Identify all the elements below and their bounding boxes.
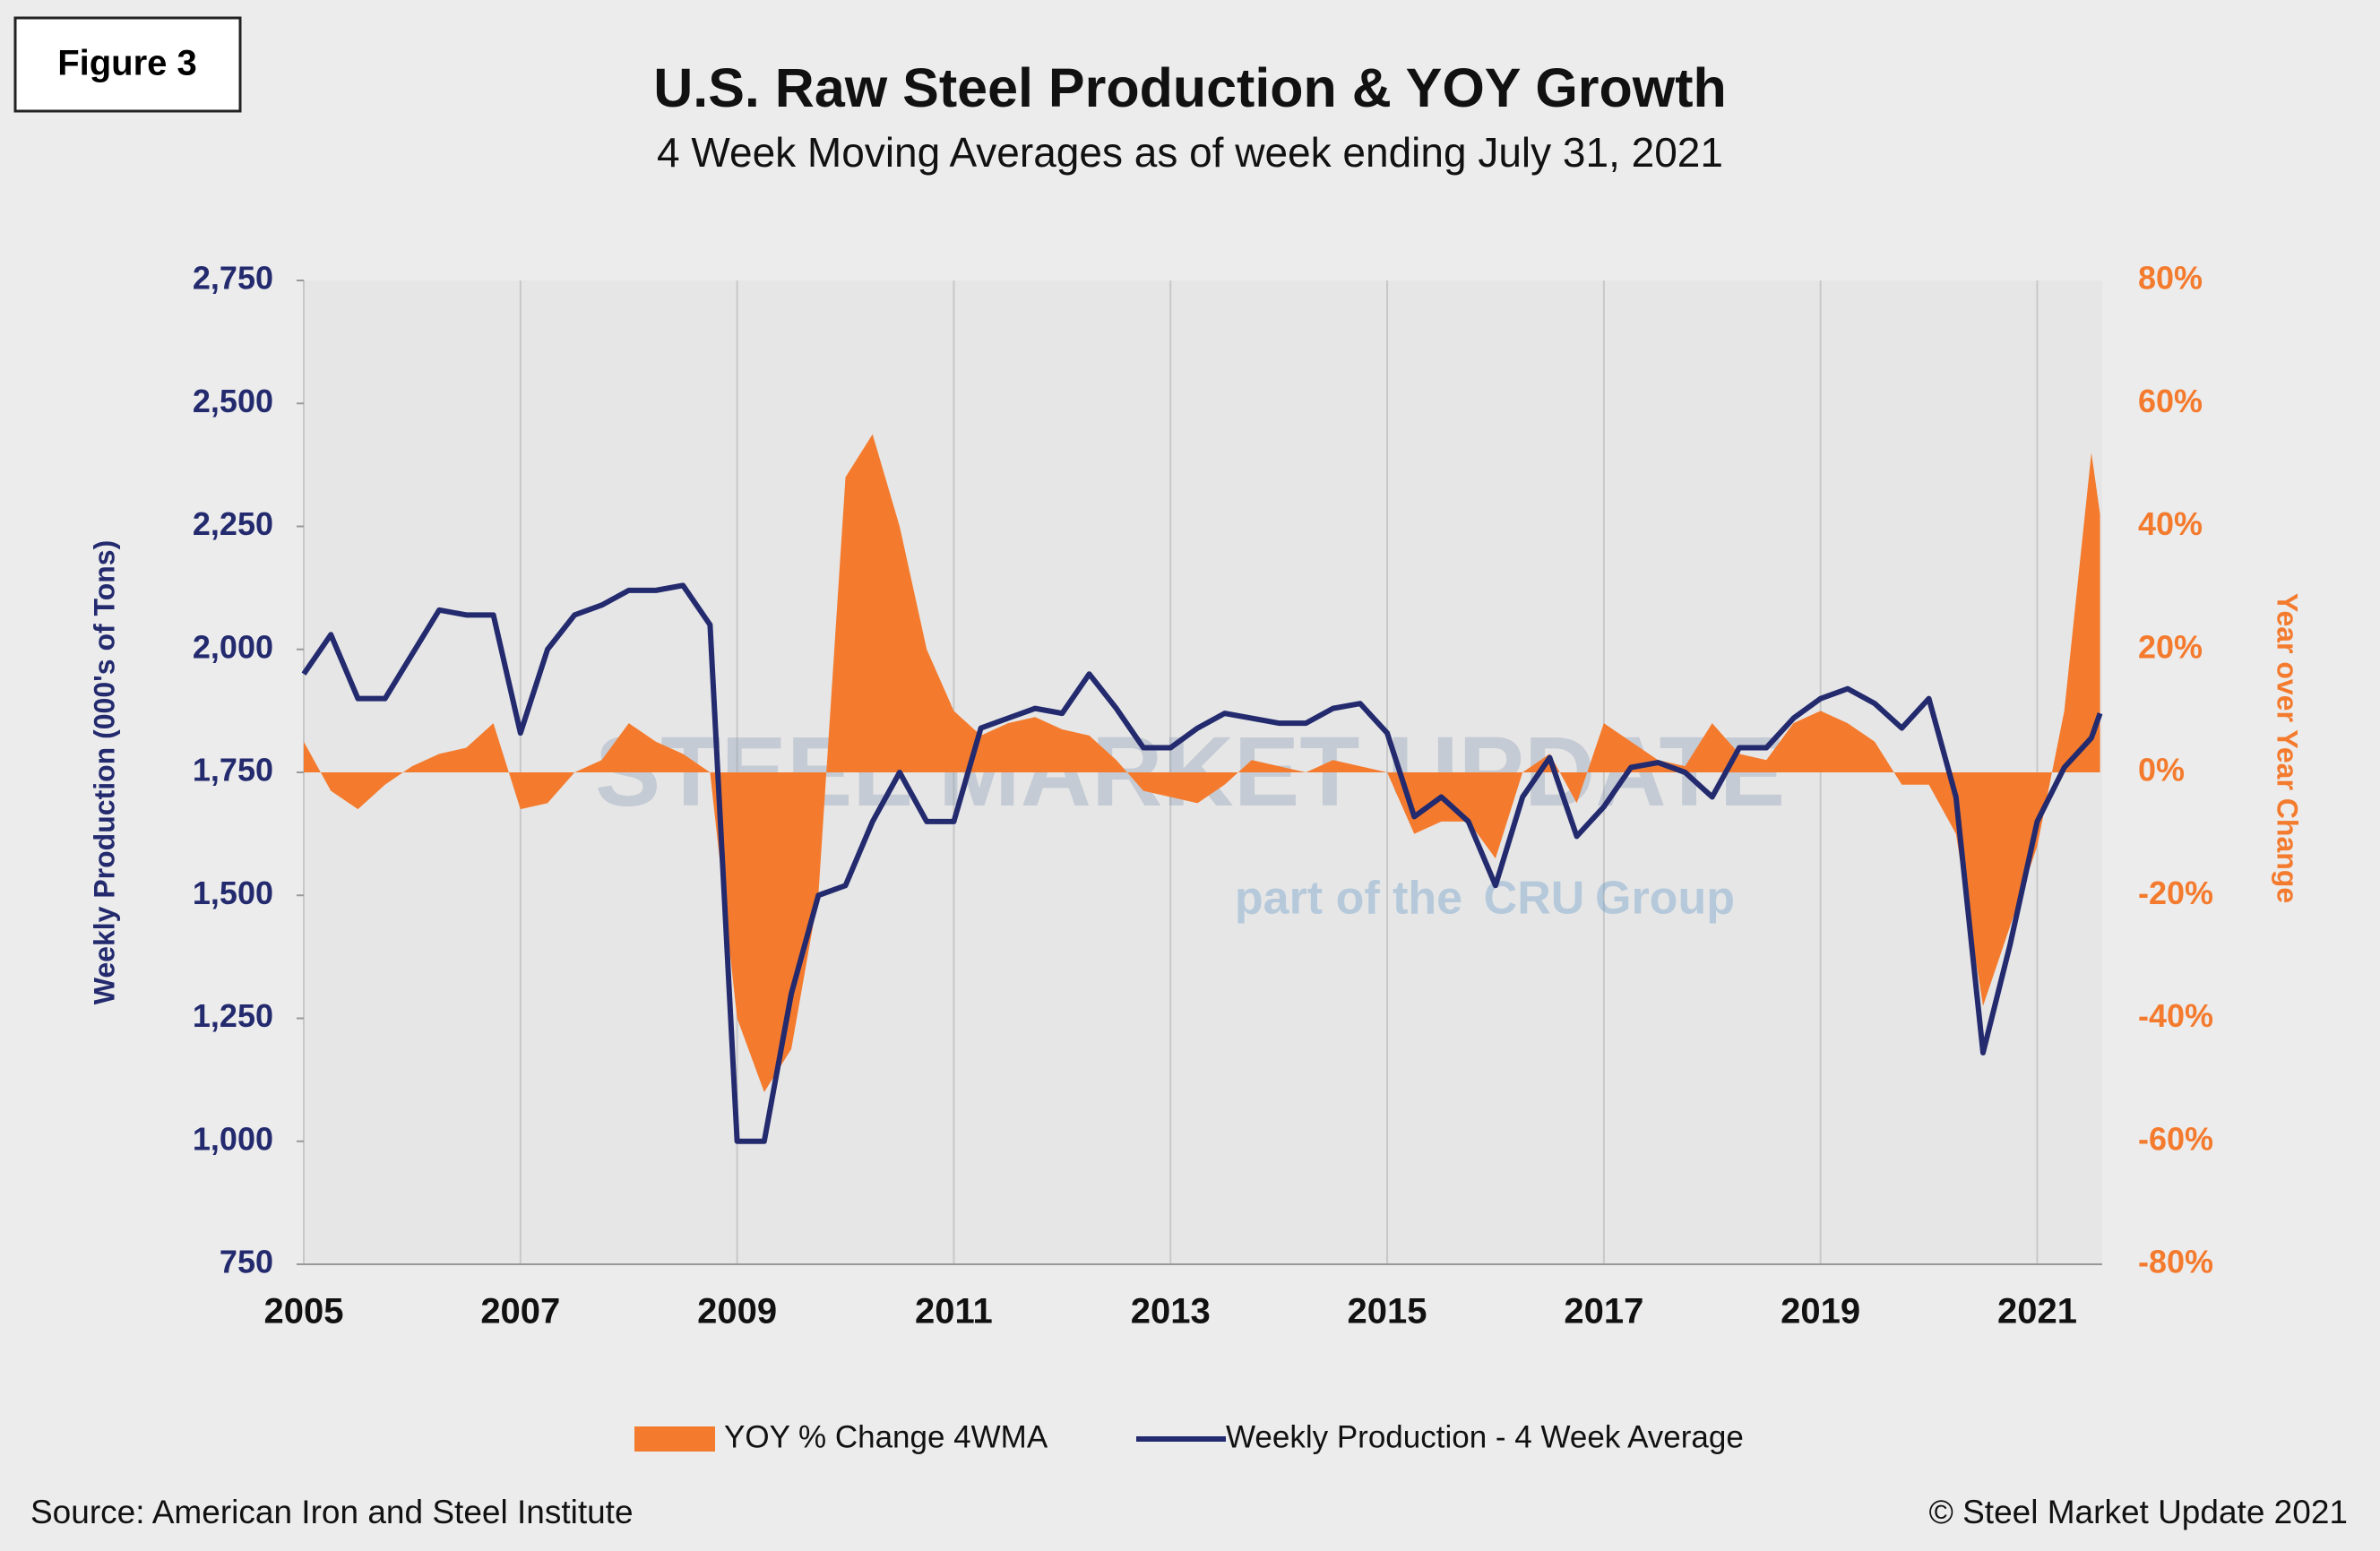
y-tick-label: 750 (220, 1244, 273, 1280)
x-tick-label: 2015 (1348, 1292, 1427, 1331)
y-tick-label: 2,500 (193, 383, 273, 419)
chart-subtitle: 4 Week Moving Averages as of week ending… (657, 129, 1723, 176)
y-axis-label: Weekly Production (000's of Tons) (88, 540, 120, 1005)
y2-tick-label: 60% (2138, 383, 2203, 419)
watermark: CRU (1484, 873, 1585, 925)
y2-tick-label: -20% (2138, 875, 2213, 911)
y2-axis-label: Year over Year Change (2272, 593, 2304, 903)
figure-label: Figure 3 (57, 44, 197, 83)
y-tick-label: 1,250 (193, 997, 273, 1034)
x-tick-label: 2017 (1564, 1292, 1643, 1331)
watermark: Group (1595, 873, 1735, 925)
y-tick-label: 2,250 (193, 505, 273, 542)
y-tick-label: 2,000 (193, 628, 273, 665)
chart-title: U.S. Raw Steel Production & YOY Growth (653, 57, 1727, 118)
copyright: © Steel Market Update 2021 (1929, 1494, 2348, 1530)
x-tick-label: 2011 (915, 1292, 993, 1331)
legend-label: YOY % Change 4WMA (724, 1419, 1048, 1454)
y2-tick-label: -80% (2138, 1244, 2213, 1280)
y-tick-label: 1,500 (193, 875, 273, 911)
y2-tick-label: -40% (2138, 997, 2213, 1034)
y-tick-label: 1,750 (193, 752, 273, 788)
x-tick-label: 2019 (1781, 1292, 1860, 1331)
y2-tick-label: 0% (2138, 752, 2185, 788)
legend-swatch (634, 1426, 715, 1452)
watermark: part of the (1235, 873, 1462, 925)
legend-label: Weekly Production - 4 Week Average (1226, 1419, 1744, 1454)
x-tick-label: 2021 (1997, 1292, 2077, 1331)
y2-tick-label: 40% (2138, 505, 2203, 542)
x-tick-label: 2009 (697, 1292, 777, 1331)
figure-box (13, 16, 242, 113)
x-tick-label: 2005 (264, 1292, 344, 1331)
y2-tick-label: 80% (2138, 260, 2203, 297)
x-tick-label: 2013 (1131, 1292, 1211, 1331)
y2-tick-label: 20% (2138, 628, 2203, 665)
y2-tick-label: -60% (2138, 1120, 2213, 1157)
line (301, 582, 2103, 1144)
area (304, 434, 2100, 1092)
y-tick-label: 2,750 (193, 260, 273, 297)
x-tick-label: 2007 (480, 1292, 560, 1331)
source: Source: American Iron and Steel Institut… (30, 1494, 634, 1530)
y-tick-label: 1,000 (193, 1120, 273, 1157)
